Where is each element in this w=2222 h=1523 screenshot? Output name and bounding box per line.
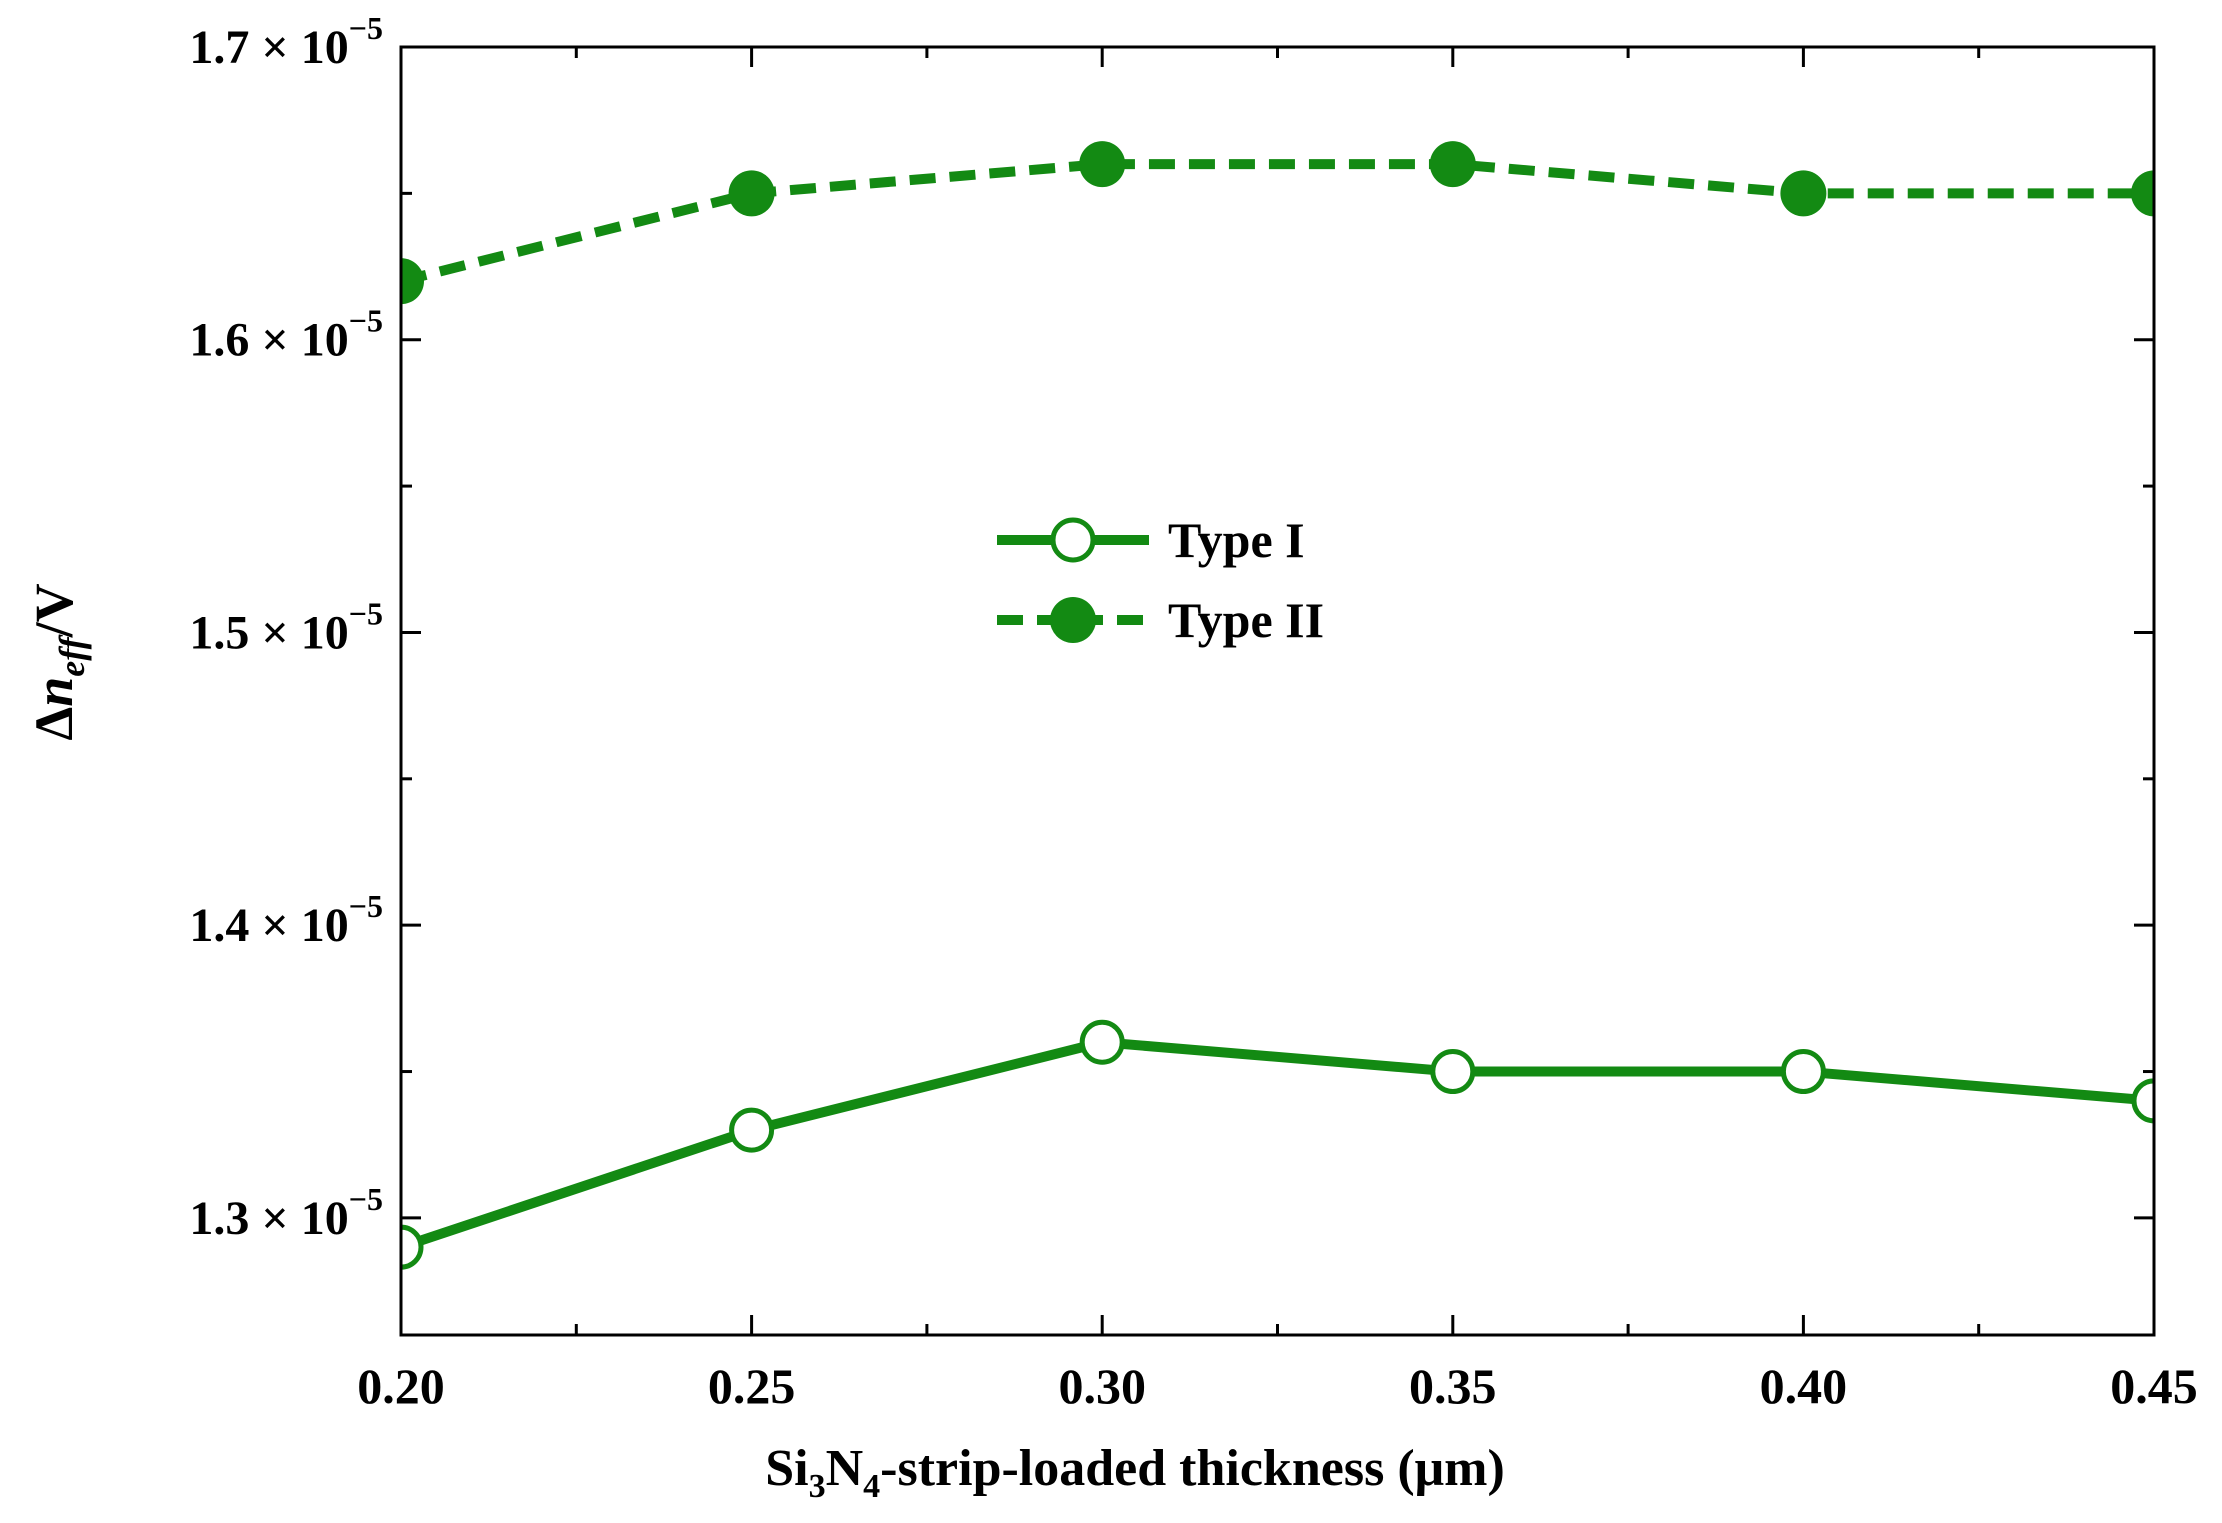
- y-tick-label: 1.4 × 10−5: [189, 888, 383, 952]
- series-layer: [401, 141, 2154, 1270]
- y-tick-label-base: 1.3 × 10: [189, 1192, 348, 1245]
- tick-marks: [399, 45, 2156, 1335]
- y-tick-label-base: 1.7 × 10: [189, 21, 348, 74]
- x-tick-label: 0.35: [1409, 1358, 1497, 1414]
- x-axis-label-sub-4: 4: [863, 1468, 880, 1505]
- legend-label-type-i: Type I: [1168, 512, 1305, 568]
- y-tick-label: 1.5 × 10−5: [189, 595, 383, 659]
- legend-marker-type-i: [1050, 517, 1096, 563]
- series-type-i: [401, 1019, 2154, 1270]
- y-tick-label-exponent: −5: [349, 1181, 383, 1217]
- y-tick-label: 1.7 × 10−5: [189, 10, 383, 74]
- y-axis-label-sub-eff: eff: [52, 634, 92, 676]
- data-point: [1780, 170, 1827, 217]
- data-point: [1430, 1049, 1476, 1095]
- y-axis-label-suffix: /V: [24, 583, 84, 638]
- y-tick-label-base: 1.6 × 10: [189, 314, 348, 367]
- x-axis-label-suffix: -strip-loaded thickness (μm): [880, 1440, 1505, 1497]
- tick-labels: 0.20 0.25 0.30 0.35 0.40 0.451.3 × 10−51.4 × …: [189, 10, 2197, 1414]
- data-point: [1079, 1019, 1125, 1065]
- x-tick-label: 0.40: [1760, 1358, 1848, 1414]
- series-line: [401, 159, 2154, 287]
- y-tick-label-base: 1.4 × 10: [189, 899, 348, 952]
- data-point: [401, 258, 424, 305]
- x-axis-label-n: N: [826, 1440, 864, 1497]
- x-axis-label: Si3N4-strip-loaded thickness (μm): [765, 1440, 1505, 1505]
- data-point: [1429, 141, 1476, 188]
- data-point: [728, 170, 775, 217]
- legend: Type I Type II: [997, 512, 1324, 648]
- data-point: [2131, 1078, 2154, 1124]
- y-tick-label-exponent: −5: [349, 303, 383, 339]
- y-tick-label-exponent: −5: [349, 888, 383, 924]
- y-tick-label: 1.6 × 10−5: [189, 303, 383, 367]
- y-tick-label: 1.3 × 10−5: [189, 1181, 383, 1245]
- plot-area-frame: [399, 45, 2156, 1337]
- series-line: [401, 1037, 2154, 1252]
- data-point: [1780, 1049, 1826, 1095]
- y-axis-label: Δneff/V: [24, 583, 92, 740]
- legend-label-type-ii: Type II: [1168, 592, 1324, 648]
- x-axis-label-si: Si: [765, 1440, 808, 1497]
- data-point: [1079, 141, 1126, 188]
- x-tick-label: 0.45: [2110, 1358, 2198, 1414]
- series-type-ii: [401, 141, 2154, 305]
- x-tick-label: 0.20: [357, 1358, 445, 1414]
- legend-marker-type-ii: [1050, 597, 1096, 643]
- y-tick-label-base: 1.5 × 10: [189, 606, 348, 659]
- x-tick-label: 0.30: [1058, 1358, 1146, 1414]
- data-point: [729, 1107, 775, 1153]
- x-tick-label: 0.25: [708, 1358, 796, 1414]
- data-point: [2131, 170, 2154, 217]
- y-axis-label-delta: Δ: [24, 707, 84, 741]
- x-axis-label-sub-3: 3: [809, 1468, 826, 1505]
- y-tick-label-exponent: −5: [349, 10, 383, 46]
- y-tick-label-exponent: −5: [349, 595, 383, 631]
- y-axis-label-n: n: [24, 677, 84, 707]
- data-point: [401, 1224, 424, 1270]
